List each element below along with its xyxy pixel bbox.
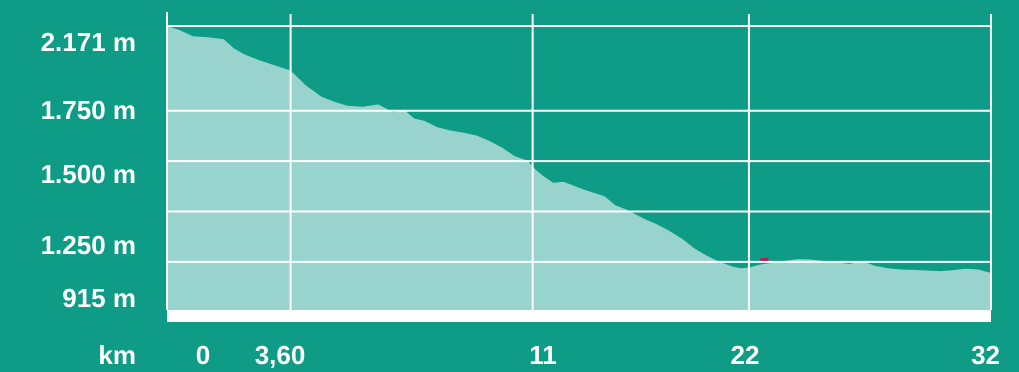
marker-layer (760, 257, 769, 261)
elevation-area (167, 26, 991, 310)
y-tick-label-4: 2.171 m (41, 27, 136, 57)
y-tick-label-2: 1.500 m (41, 159, 136, 189)
grid-layer (166, 12, 992, 310)
x-tick-label-1: 3,60 (255, 340, 306, 370)
y-tick-label-0: 915 m (62, 283, 136, 313)
x-axis-label: km (98, 340, 136, 370)
area-layer (167, 26, 991, 310)
x-tick-label-3: 22 (731, 340, 760, 370)
x-tick-label-0: 0 (196, 340, 210, 370)
x-tick-label-4: 32 (971, 340, 1000, 370)
y-tick-label-1: 1.250 m (41, 230, 136, 260)
y-tick-label-3: 1.750 m (41, 95, 136, 125)
x-axis-tick-labels: km 0 3,60 11 22 32 (98, 340, 1000, 370)
x-tick-label-2: 11 (529, 340, 557, 370)
baseline-bar (167, 310, 991, 322)
y-axis-tick-labels: 915 m 1.250 m 1.500 m 1.750 m 2.171 m (41, 27, 136, 313)
position-marker-0 (760, 257, 769, 261)
